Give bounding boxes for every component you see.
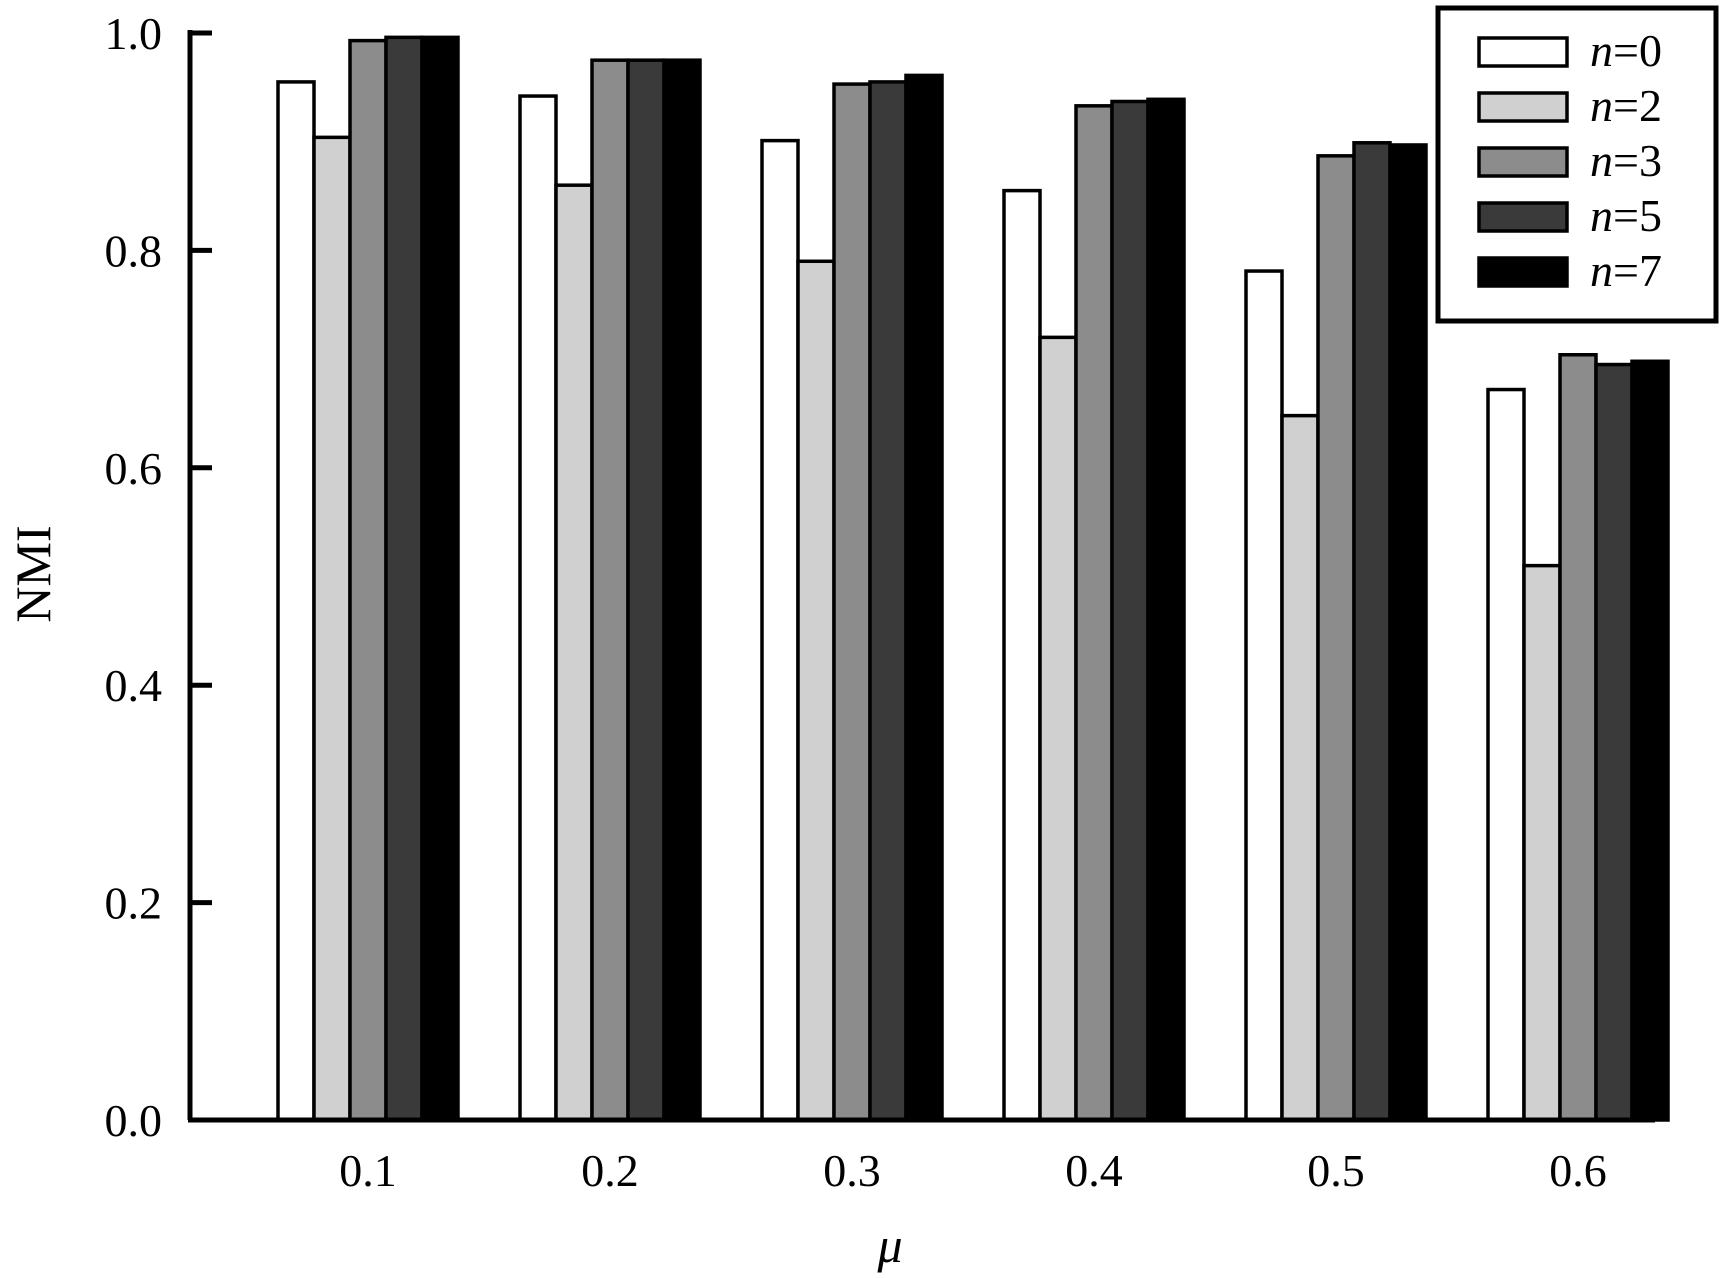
x-axis-title: μ	[876, 1217, 902, 1273]
y-axis-title: NMI	[5, 525, 61, 622]
bar-n=3-mu-0.2	[590, 58, 630, 1122]
legend-swatch-n=0	[1477, 36, 1569, 68]
bar-n=3-mu-0.3	[832, 82, 872, 1122]
legend-label-value: =0	[1613, 25, 1662, 76]
bar-n=7-mu-0.4	[1146, 97, 1186, 1122]
legend-label-value: =2	[1613, 80, 1662, 131]
bar-n=0-mu-0.2	[518, 94, 558, 1122]
legend-label-value: =7	[1613, 245, 1662, 296]
legend-label-n=7: n=7	[1590, 245, 1662, 296]
x-tick-label: 0.3	[823, 1145, 881, 1196]
bar-n=0-mu-0.1	[276, 80, 316, 1122]
legend: n=0n=2n=3n=5n=7	[1435, 5, 1719, 324]
legend-label-variable: n	[1590, 25, 1613, 76]
bar-n=5-mu-0.2	[626, 58, 666, 1122]
legend-label-value: =3	[1613, 135, 1662, 186]
bar-n=7-mu-0.3	[904, 73, 944, 1122]
bar-n=2-mu-0.3	[796, 259, 836, 1122]
axes-layer	[187, 30, 1655, 1123]
y-tick-label: 0.2	[105, 878, 163, 929]
bar-n=3-mu-0.5	[1316, 154, 1356, 1122]
y-tick-label: 0.0	[105, 1095, 163, 1146]
bar-n=5-mu-0.5	[1352, 141, 1392, 1122]
x-tick-label: 0.5	[1307, 1145, 1365, 1196]
bar-n=5-mu-0.4	[1110, 99, 1150, 1122]
bar-n=7-mu-0.1	[420, 35, 460, 1122]
legend-label-value: =5	[1613, 190, 1662, 241]
bar-n=3-mu-0.1	[348, 38, 388, 1122]
bars-layer	[276, 35, 1670, 1122]
bar-n=0-mu-0.5	[1244, 269, 1284, 1122]
bar-n=7-mu-0.2	[662, 58, 702, 1122]
bar-n=5-mu-0.6	[1594, 362, 1634, 1122]
bar-n=0-mu-0.4	[1002, 188, 1042, 1122]
legend-label-n=0: n=0	[1590, 25, 1662, 76]
y-tick-label: 0.8	[105, 225, 163, 276]
bar-n=2-mu-0.1	[312, 135, 352, 1122]
legend-swatch-n=3	[1477, 146, 1569, 178]
legend-label-variable: n	[1590, 245, 1613, 296]
legend-label-n=5: n=5	[1590, 190, 1662, 241]
legend-swatch-n=2	[1477, 91, 1569, 123]
bar-n=3-mu-0.6	[1558, 353, 1598, 1122]
legend-label-n=2: n=2	[1590, 80, 1662, 131]
legend-swatch-n=5	[1477, 201, 1569, 233]
x-tick-label: 0.1	[339, 1145, 397, 1196]
bar-n=2-mu-0.4	[1038, 335, 1078, 1122]
y-tick-label: 0.6	[105, 443, 163, 494]
bar-n=2-mu-0.5	[1280, 413, 1320, 1122]
legend-label-variable: n	[1590, 80, 1613, 131]
x-tick-label: 0.2	[581, 1145, 639, 1196]
bar-n=5-mu-0.3	[868, 80, 908, 1122]
bar-n=0-mu-0.3	[760, 138, 800, 1122]
bar-n=2-mu-0.2	[554, 183, 594, 1122]
x-tick-label: 0.6	[1549, 1145, 1607, 1196]
x-tick-label: 0.4	[1065, 1145, 1123, 1196]
y-tick-label: 1.0	[105, 8, 163, 59]
ticks-layer: 0.0 0.2 0.4 0.6 0.8 1.0 0.1 0.2 0.3 0.4 0.5 0.6	[105, 8, 1607, 1196]
bar-n=7-mu-0.6	[1630, 359, 1670, 1122]
y-tick-label: 0.4	[105, 660, 163, 711]
bar-n=3-mu-0.4	[1074, 104, 1114, 1122]
legend-label-n=3: n=3	[1590, 135, 1662, 186]
bar-n=7-mu-0.5	[1388, 143, 1428, 1122]
legend-label-variable: n	[1590, 190, 1613, 241]
bar-n=2-mu-0.6	[1522, 563, 1562, 1122]
bar-n=5-mu-0.1	[384, 35, 424, 1122]
legend-swatch-n=7	[1477, 256, 1569, 288]
legend-label-variable: n	[1590, 135, 1613, 186]
bar-n=0-mu-0.6	[1486, 387, 1526, 1122]
